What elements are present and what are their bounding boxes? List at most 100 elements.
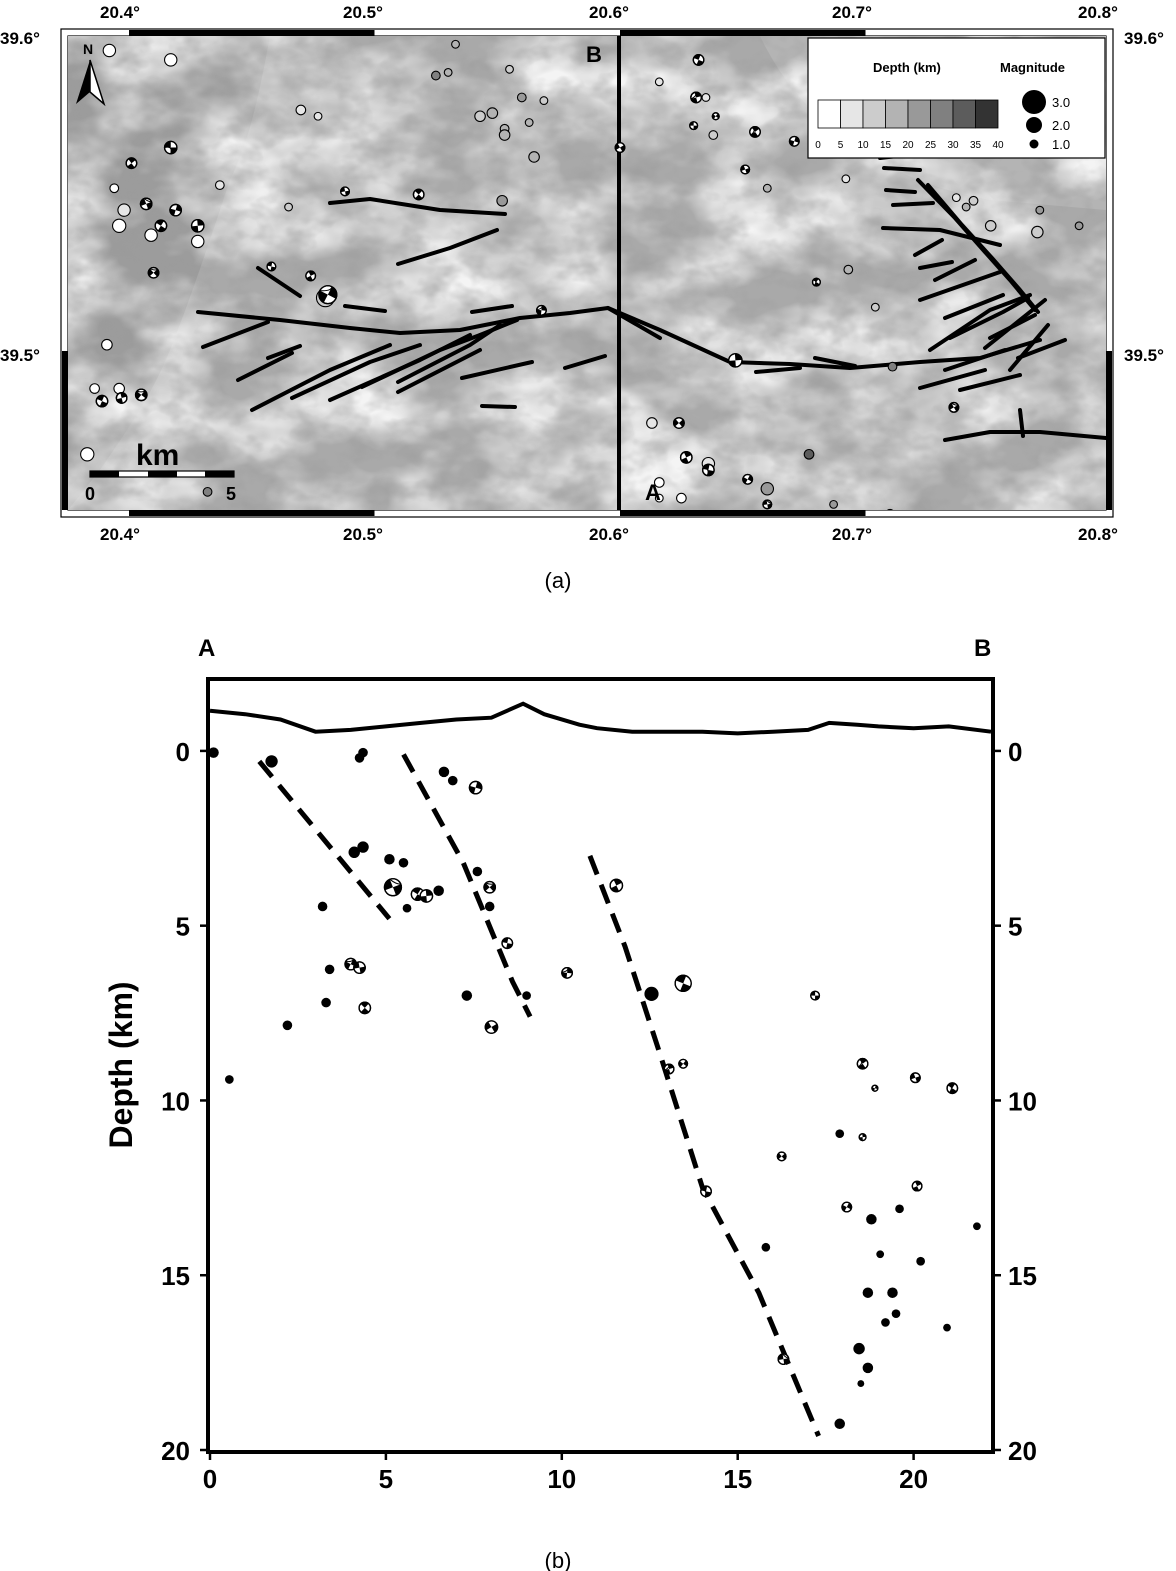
earthquake-epicenter xyxy=(1043,550,1052,559)
lat-label-left: 39.5° xyxy=(0,346,40,365)
interpreted-fault-line xyxy=(257,759,392,921)
earthquake-epicenter xyxy=(449,566,458,575)
earthquake-epicenter xyxy=(164,53,178,67)
earthquake-epicenter xyxy=(653,477,665,488)
legend-magnitude-1-symbol xyxy=(1029,139,1039,149)
focal-mechanism-icon xyxy=(305,270,317,282)
y-tick-label-right: 15 xyxy=(1008,1261,1037,1291)
hypocenter xyxy=(484,901,495,912)
plot-frame xyxy=(206,677,995,1454)
hypocenter xyxy=(384,854,395,865)
focal-mechanism-icon xyxy=(428,524,439,535)
focal-mechanism-icon xyxy=(776,1151,787,1162)
focal-mechanism-icon xyxy=(692,54,705,66)
hypocenter xyxy=(472,866,483,877)
frame-bars xyxy=(62,30,1112,516)
legend-depth-colorbar xyxy=(817,99,999,129)
scale-end: 5 xyxy=(226,484,236,504)
hypocenter xyxy=(887,1287,898,1298)
earthquake-epicenter xyxy=(474,110,486,123)
focal-mechanism-icon xyxy=(740,164,751,175)
legend-depth-swatch xyxy=(885,99,909,129)
earthquake-epicenter xyxy=(295,104,307,116)
focal-mechanism-icon xyxy=(679,451,693,464)
legend-depth-swatch xyxy=(840,99,864,129)
hypocenter xyxy=(225,1075,234,1084)
lon-label-top: 20.4° xyxy=(100,3,140,22)
earthquake-epicenter xyxy=(968,195,979,206)
hypocenter xyxy=(761,1242,771,1252)
focal-mechanism-icon xyxy=(134,388,148,402)
focal-mechanism-icon xyxy=(125,157,138,170)
focal-mechanism-icon xyxy=(535,304,547,316)
focal-mechanism-icon xyxy=(561,966,573,979)
map-panel: B A N km 0 5 Depth (km) Magnitude 0 5 10 15… xyxy=(0,3,1164,593)
hypocenters xyxy=(208,747,981,1430)
focal-mechanism-icon xyxy=(911,1180,923,1192)
lat-label-right: 39.6° xyxy=(1124,29,1164,48)
scale-bar: km 0 5 xyxy=(85,439,236,504)
earthquake-epicenter xyxy=(80,447,95,462)
earthquake-epicenter xyxy=(676,492,687,504)
legend-depth-swatch xyxy=(975,99,999,129)
lon-label-top: 20.8° xyxy=(1078,3,1118,22)
focal-mechanism-icon xyxy=(266,261,277,272)
earthquake-epicenter xyxy=(870,302,880,312)
axis-ticks xyxy=(200,749,1001,1460)
hypocenter xyxy=(357,841,369,853)
y-tick-label-right: 0 xyxy=(1008,737,1022,767)
map-events xyxy=(80,39,1084,575)
scale-start: 0 xyxy=(85,484,95,504)
focal-mechanism-icon xyxy=(946,1082,959,1095)
earthquake-epicenter xyxy=(524,118,534,127)
y-axis-title: Depth (km) xyxy=(103,981,139,1148)
legend-depth-tick: 30 xyxy=(947,140,959,151)
lon-label-bottom: 20.7° xyxy=(832,525,872,544)
legend-depth-swatch xyxy=(930,99,954,129)
earthquake-epicenter xyxy=(1058,563,1067,572)
earthquake-epicenter xyxy=(1074,221,1084,231)
focal-mechanism-icon xyxy=(858,1133,867,1142)
earthquake-epicenter xyxy=(762,183,772,193)
lat-label-right: 39.5° xyxy=(1124,346,1164,365)
legend-depth-tick: 25 xyxy=(925,140,937,151)
focal-mechanism-icon xyxy=(468,780,483,795)
earthquake-epicenter xyxy=(516,92,527,103)
earthquake-epicenter xyxy=(191,234,205,249)
legend-depth-tick: 5 xyxy=(838,140,844,151)
legend-depth-swatch xyxy=(817,99,841,129)
focal-mechanism-icon xyxy=(353,961,366,974)
frame-bar-left xyxy=(62,351,68,510)
hypocenter xyxy=(522,991,531,1000)
x-tick-label: 10 xyxy=(547,1464,576,1494)
earthquake-epicenter xyxy=(887,361,898,372)
earthquake-epicenter xyxy=(111,218,127,233)
hypocenter xyxy=(853,1342,865,1355)
earthquake-epicenter xyxy=(430,70,441,81)
earthquake-epicenter xyxy=(829,499,839,509)
focal-mechanism-icon xyxy=(383,878,403,897)
frame-bar-right xyxy=(1106,351,1112,510)
focal-mechanism-icon xyxy=(190,218,205,233)
lon-label-bottom: 20.4° xyxy=(100,525,140,544)
hypocenter xyxy=(876,1250,885,1259)
x-tick-label: 20 xyxy=(899,1464,928,1494)
legend-depth-tick: 10 xyxy=(857,140,869,151)
earthquake-epicenter xyxy=(984,219,997,232)
earthquake-epicenter xyxy=(427,544,436,553)
hypocenter xyxy=(895,1204,904,1214)
earthquake-epicenter xyxy=(654,493,664,503)
frame-bar-top xyxy=(620,30,866,36)
focal-mechanism-icon xyxy=(777,1353,790,1366)
earthquake-epicenter xyxy=(1023,547,1032,556)
focal-mechanism-icon xyxy=(700,1185,712,1198)
earthquake-epicenter xyxy=(284,202,294,212)
earthquake-epicenter xyxy=(539,96,549,106)
focal-mechanism-icon xyxy=(115,392,128,404)
focal-mechanism-icon xyxy=(614,142,626,154)
legend-depth-swatch xyxy=(907,99,931,129)
earthquake-epicenter xyxy=(486,107,499,119)
y-tick-label-left: 20 xyxy=(161,1436,190,1466)
